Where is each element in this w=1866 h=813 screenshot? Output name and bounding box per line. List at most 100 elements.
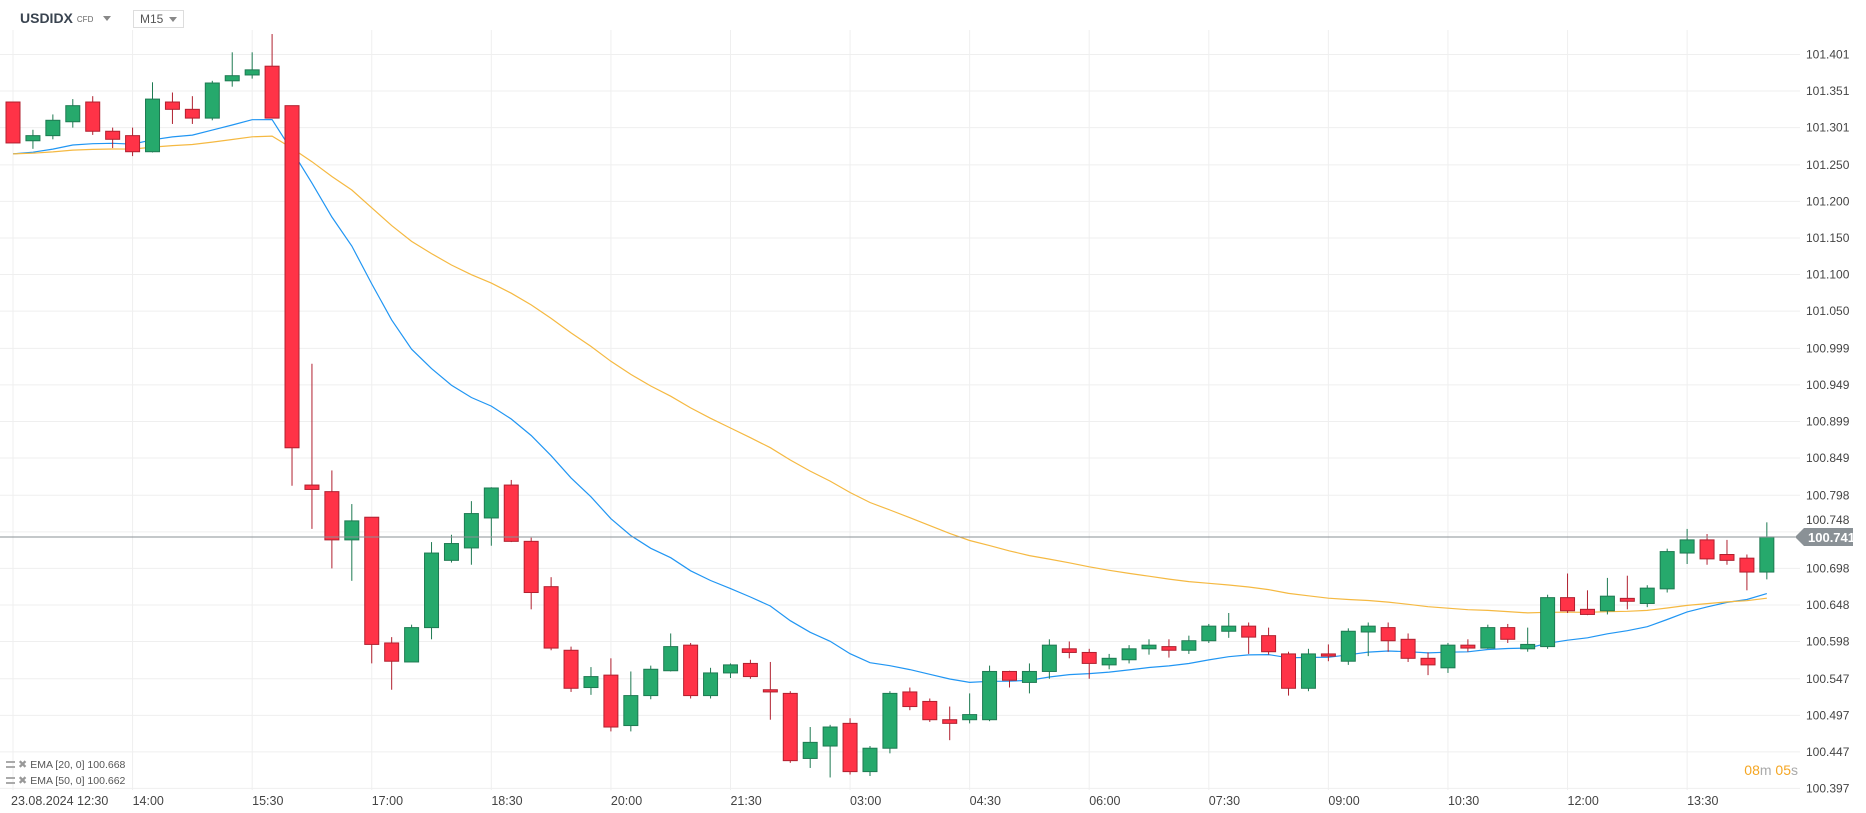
candle-bearish bbox=[1380, 622, 1396, 652]
candle-body bbox=[364, 516, 380, 645]
price-tick-label: 100.648 bbox=[1806, 598, 1850, 612]
candle-body bbox=[1400, 638, 1416, 659]
candle-body bbox=[105, 130, 121, 140]
price-tick-label: 100.798 bbox=[1806, 488, 1850, 502]
price-tick-label: 100.999 bbox=[1806, 341, 1850, 355]
candle-bullish bbox=[145, 82, 161, 153]
timeframe-select[interactable]: M15 bbox=[133, 10, 185, 28]
candle-body bbox=[1041, 644, 1057, 672]
close-icon[interactable]: ✖ bbox=[18, 759, 28, 771]
candle-bearish bbox=[85, 96, 101, 135]
candle-bearish bbox=[1739, 554, 1755, 591]
current-price-label: 100.741 bbox=[1808, 530, 1855, 545]
candle-bearish bbox=[543, 577, 559, 651]
candle-bullish bbox=[1440, 642, 1456, 673]
price-tick-label: 101.301 bbox=[1806, 121, 1850, 135]
price-tick-label: 101.050 bbox=[1806, 304, 1850, 318]
price-tick-label: 100.598 bbox=[1806, 634, 1850, 648]
candle-body bbox=[1141, 644, 1157, 650]
candle-bullish bbox=[1041, 639, 1057, 679]
time-tick-label: 18:30 bbox=[491, 794, 522, 808]
time-axis[interactable]: 23.08.2024 12:30 14:00 15:30 17:00 18:30 20:0… bbox=[11, 794, 1718, 808]
candle-body bbox=[543, 586, 559, 649]
price-tick-label: 100.899 bbox=[1806, 414, 1850, 428]
candle-bearish bbox=[284, 105, 300, 486]
time-tick-label: 04:30 bbox=[970, 794, 1001, 808]
candle-body bbox=[603, 674, 619, 728]
candle-bullish bbox=[1659, 548, 1675, 593]
symbol-selector[interactable]: USDIDX CFD bbox=[20, 8, 112, 28]
timer-minutes-unit: m bbox=[1759, 762, 1772, 778]
indicator-value: 100.662 bbox=[87, 774, 126, 787]
candle-bullish bbox=[1201, 623, 1217, 643]
time-tick-label: 12:00 bbox=[1568, 794, 1599, 808]
candle-body bbox=[1440, 644, 1456, 669]
candle-bullish bbox=[982, 665, 998, 722]
time-tick-label: 09:00 bbox=[1328, 794, 1359, 808]
candle-bullish bbox=[1540, 594, 1556, 649]
candle-body bbox=[424, 552, 440, 629]
timer-seconds-unit: s bbox=[1791, 762, 1798, 778]
candle-bullish bbox=[483, 487, 499, 546]
candle-body bbox=[125, 135, 141, 153]
candle-body bbox=[782, 692, 798, 762]
candle-body bbox=[1201, 625, 1217, 642]
candle-bullish bbox=[1021, 663, 1037, 694]
candle-bullish bbox=[1221, 612, 1237, 638]
candle-bearish bbox=[184, 96, 200, 124]
indicator-legend-ema20: ✖ EMA [20, 0] 100.668 bbox=[6, 758, 125, 771]
candle-bearish bbox=[1161, 639, 1177, 658]
candle-bullish bbox=[1340, 628, 1356, 665]
candle-bearish bbox=[1281, 651, 1297, 696]
ema-lines bbox=[12, 118, 1768, 684]
settings-icon[interactable] bbox=[6, 777, 15, 784]
settings-icon[interactable] bbox=[6, 761, 15, 768]
timeframe-value: M15 bbox=[140, 12, 164, 26]
candle-body bbox=[224, 75, 240, 82]
candle-body bbox=[663, 646, 679, 672]
candles bbox=[5, 34, 1775, 778]
candle-bearish bbox=[1320, 644, 1336, 662]
time-tick-label: 13:30 bbox=[1687, 794, 1718, 808]
candle-bearish bbox=[1460, 639, 1476, 652]
time-tick-label: 03:00 bbox=[850, 794, 881, 808]
candle-body bbox=[204, 82, 220, 119]
candle-bearish bbox=[1400, 633, 1416, 662]
candle-bullish bbox=[1360, 622, 1376, 657]
candle-body bbox=[1320, 653, 1336, 657]
candle-body bbox=[164, 101, 180, 110]
candle-body bbox=[583, 676, 599, 689]
ema20-line bbox=[12, 118, 1768, 684]
candle-body bbox=[1560, 597, 1576, 612]
candle-body bbox=[1241, 625, 1257, 638]
candle-countdown: 08m 05s bbox=[1744, 762, 1798, 778]
candle-bullish bbox=[962, 693, 978, 724]
candle-body bbox=[1161, 646, 1177, 651]
indicator-label: EMA [50, 0] bbox=[30, 774, 85, 787]
candle-body bbox=[902, 691, 918, 708]
timer-seconds: 05 bbox=[1775, 762, 1791, 778]
candle-bullish bbox=[882, 691, 898, 754]
candle-bullish bbox=[1121, 645, 1137, 664]
candle-bearish bbox=[1500, 623, 1516, 643]
candle-body bbox=[1719, 554, 1735, 561]
candle-body bbox=[85, 101, 101, 132]
candle-bullish bbox=[1759, 522, 1775, 580]
candle-body bbox=[1261, 635, 1277, 653]
chevron-down-icon[interactable] bbox=[103, 15, 112, 21]
candle-body bbox=[1619, 597, 1635, 602]
candle-body bbox=[1281, 653, 1297, 689]
candle-body bbox=[842, 722, 858, 773]
close-icon[interactable]: ✖ bbox=[18, 775, 28, 787]
candle-bearish bbox=[842, 718, 858, 775]
grid bbox=[0, 30, 1800, 790]
candle-body bbox=[1739, 557, 1755, 573]
candle-bullish bbox=[424, 542, 440, 640]
indicator-value: 100.668 bbox=[87, 758, 126, 771]
price-tick-label: 100.748 bbox=[1806, 513, 1850, 527]
price-axis[interactable]: 101.401 101.351 101.301 101.250 101.200 101.1… bbox=[1806, 48, 1850, 796]
candle-bullish bbox=[344, 504, 360, 581]
candle-body bbox=[264, 65, 280, 119]
candle-body bbox=[742, 662, 758, 678]
